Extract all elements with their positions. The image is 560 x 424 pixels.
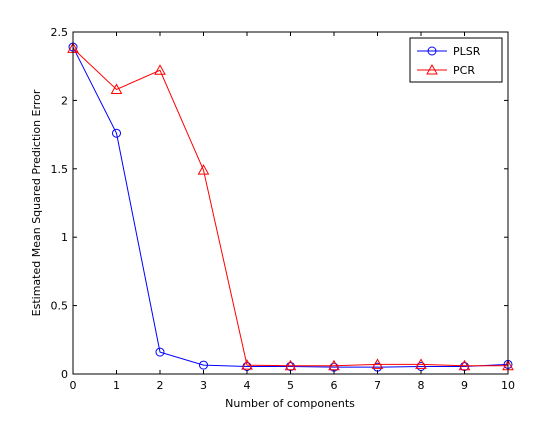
data-point-pcr (458, 359, 471, 371)
x-tick-label: 8 (418, 379, 425, 392)
data-point-pcr (284, 359, 297, 371)
y-tick-label: 2 (61, 94, 68, 107)
data-point-plsr (155, 347, 165, 357)
y-tick-label: 2.5 (51, 26, 69, 39)
x-tick-label: 0 (70, 379, 77, 392)
x-tick-label: 6 (331, 379, 338, 392)
legend-marker-pcr (426, 63, 438, 75)
series-pcr (67, 42, 514, 371)
data-point-plsr (199, 360, 208, 370)
legend-entry-plsr: PLSR (417, 45, 481, 58)
y-tick-label: 1.5 (51, 163, 69, 176)
data-point-pcr (328, 359, 340, 371)
legend-entry-pcr: PCR (417, 63, 475, 77)
x-tick-label: 10 (501, 379, 515, 392)
data-point-pcr (415, 358, 427, 369)
data-point-pcr (371, 358, 384, 369)
series-line-pcr (72, 48, 508, 367)
x-tick-label: 4 (244, 379, 251, 392)
y-tick-label: 1 (61, 231, 68, 244)
data-point-pcr (241, 359, 253, 370)
x-axis-label: Number of components (225, 397, 355, 410)
data-point-pcr (154, 64, 166, 75)
data-point-pcr (197, 164, 210, 175)
x-tick-label: 9 (461, 379, 468, 392)
x-tick-label: 1 (113, 379, 120, 392)
data-point-plsr (112, 128, 121, 138)
legend-label-plsr: PLSR (453, 45, 481, 58)
legend: PLSR PCR (409, 37, 503, 83)
series-layer (67, 42, 514, 372)
y-tick-label: 0.5 (51, 300, 69, 313)
y-axis-label: Estimated Mean Squared Prediction Error (30, 89, 43, 316)
x-tick-label: 2 (157, 379, 164, 392)
data-point-pcr (110, 83, 123, 94)
plot-area (73, 32, 508, 374)
series-line-plsr (72, 46, 509, 368)
x-tick-label: 5 (287, 379, 294, 392)
x-tick-label: 3 (200, 379, 207, 392)
legend-marker-plsr (427, 46, 437, 56)
x-axis-ticks: 0 1 2 3 4 5 6 7 8 9 10 (70, 32, 515, 392)
x-tick-label: 7 (374, 379, 381, 392)
y-axis-ticks: 0 0.5 1 1.5 2 2.5 (51, 26, 508, 381)
legend-label-pcr: PCR (453, 64, 475, 77)
y-tick-label: 0 (61, 368, 68, 381)
legend-box (409, 37, 503, 83)
